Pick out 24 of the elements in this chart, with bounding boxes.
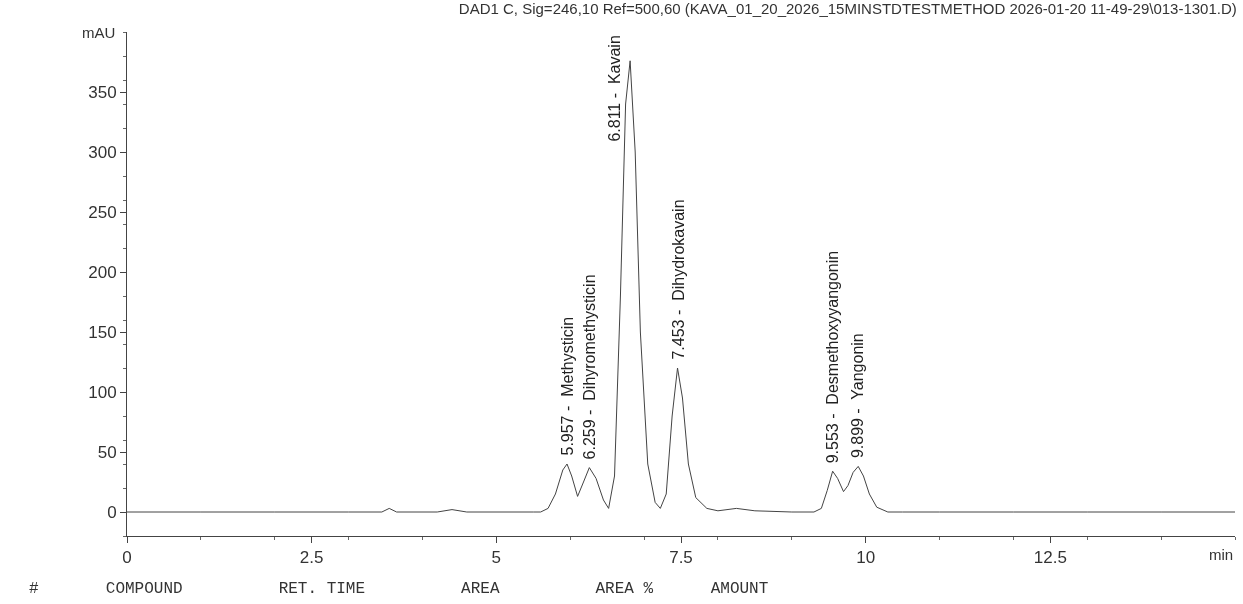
y-tick-label: 300 — [88, 142, 117, 162]
x-axis-title: min — [1209, 546, 1234, 563]
y-tick-label: 0 — [107, 502, 117, 522]
x-tick-label: 7.5 — [669, 548, 693, 568]
annotation: 6.259 - Dihyromethysticin — [581, 274, 599, 460]
x-tick-label: 5 — [491, 548, 502, 568]
x-tick-label: 12.5 — [1033, 548, 1067, 568]
x-tick-label: 2.5 — [299, 548, 324, 568]
chart-title: DAD1 C, Sig=246,10 Ref=500,60 (KAVA_01_20_2026_15MINSTDTESTMETHOD 2026-01-20 11-49-29\013-1301.D) — [458, 0, 1237, 17]
y-tick-label: 200 — [88, 262, 117, 282]
y-axis-title: mAU — [82, 24, 116, 41]
y-tick-label: 250 — [88, 202, 117, 222]
annotation: 9.553 - Desmethoxyyangonin — [823, 250, 841, 464]
annotation: 7.453 - Dihydrokavain — [669, 199, 687, 360]
y-tick-label: 150 — [88, 322, 117, 342]
y-tick-label: 100 — [88, 382, 117, 402]
annotation: 9.899 - Yangonin — [849, 333, 867, 459]
y-tick-label: 50 — [97, 442, 117, 462]
x-tick-label: 10 — [856, 548, 876, 568]
y-tick-label: 350 — [88, 82, 117, 102]
x-tick-label: 0 — [122, 548, 132, 568]
annotation: 5.957 - Methysticin — [558, 316, 576, 456]
annotation: 6.811 - Kavain — [605, 35, 623, 142]
text: # COMPOUND RET. TIME AREA AREA % AMOUNT — [29, 580, 769, 598]
